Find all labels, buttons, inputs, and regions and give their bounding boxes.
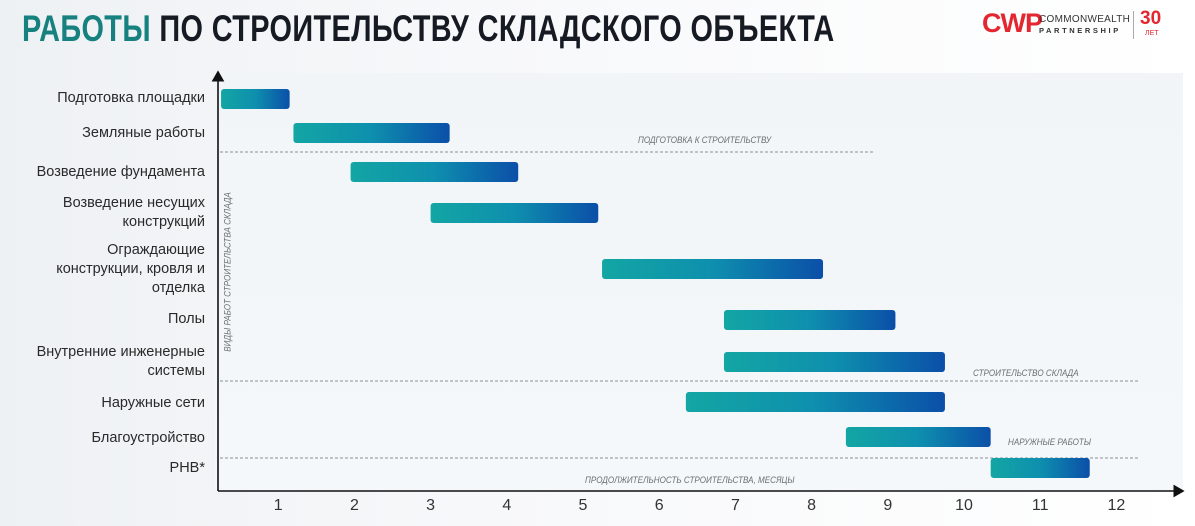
x-tick-label: 11 [1031, 497, 1049, 514]
task-label: Ограждающие конструкции, кровля и отделк… [56, 242, 205, 296]
task-bar [430, 203, 599, 223]
task-bar [293, 123, 450, 143]
task-bar [845, 427, 991, 447]
task-bar [723, 310, 896, 330]
x-tick-label: 6 [654, 497, 664, 514]
x-tick-label: 3 [426, 497, 436, 514]
logo-line1: COMMONWEALTH [1039, 14, 1131, 25]
task-bar [990, 458, 1090, 478]
logo-mark: CWP [982, 8, 1043, 38]
x-tick-label: 7 [730, 497, 740, 514]
task-label: Внутренние инженерные системы [36, 344, 205, 379]
task-bar [350, 162, 519, 182]
x-tick-label: 1 [273, 497, 283, 514]
phase-label: СТРОИТЕЛЬСТВО СКЛАДА [973, 368, 1079, 379]
x-tick-label: 4 [502, 497, 512, 514]
x-tick-label: 8 [807, 497, 817, 514]
task-label: Наружные сети [101, 395, 205, 411]
logo-years-unit: ЛЕТ [1145, 30, 1159, 37]
task-label: Земляные работы [82, 125, 205, 141]
page-title: РАБОТЫ ПО СТРОИТЕЛЬСТВУ СКЛАДСКОГО ОБЪЕК… [22, 8, 835, 50]
logo-line2: PARTNERSHIP [1039, 26, 1121, 35]
y-axis-label: ВИДЫ РАБОТ СТРОИТЕЛЬСТВА СКЛАДА [222, 192, 234, 352]
task-label: Подготовка площадки [57, 90, 205, 106]
x-tick-label: 2 [349, 497, 359, 514]
company-logo: CWP COMMONWEALTH PARTNERSHIP 30 ЛЕТ [982, 8, 1182, 42]
title-accent: РАБОТЫ [22, 8, 151, 49]
logo-divider [1133, 11, 1134, 39]
phase-label: НАРУЖНЫЕ РАБОТЫ [1008, 437, 1092, 448]
task-bar [685, 392, 945, 412]
title-rest: ПО СТРОИТЕЛЬСТВУ СКЛАДСКОГО ОБЪЕКТА [159, 8, 835, 49]
task-label: Благоустройство [91, 430, 205, 446]
logo-years: 30 [1140, 8, 1162, 29]
x-tick-label: 9 [883, 497, 893, 514]
task-label: РНВ* [169, 460, 205, 476]
task-bar [723, 352, 945, 372]
x-tick-label: 12 [1107, 497, 1126, 514]
task-bar [602, 259, 824, 279]
phase-label: ПОДГОТОВКА К СТРОИТЕЛЬСТВУ [638, 135, 772, 146]
x-axis-label: ПРОДОЛЖИТЕЛЬНОСТЬ СТРОИТЕЛЬСТВА, МЕСЯЦЫ [585, 475, 795, 486]
task-bar [221, 89, 290, 109]
task-label: Возведение несущих конструкций [62, 195, 205, 230]
task-label: Полы [167, 311, 205, 327]
x-tick-label: 10 [955, 497, 973, 514]
task-label: Возведение фундамента [36, 164, 205, 180]
x-tick-label: 5 [578, 497, 588, 514]
